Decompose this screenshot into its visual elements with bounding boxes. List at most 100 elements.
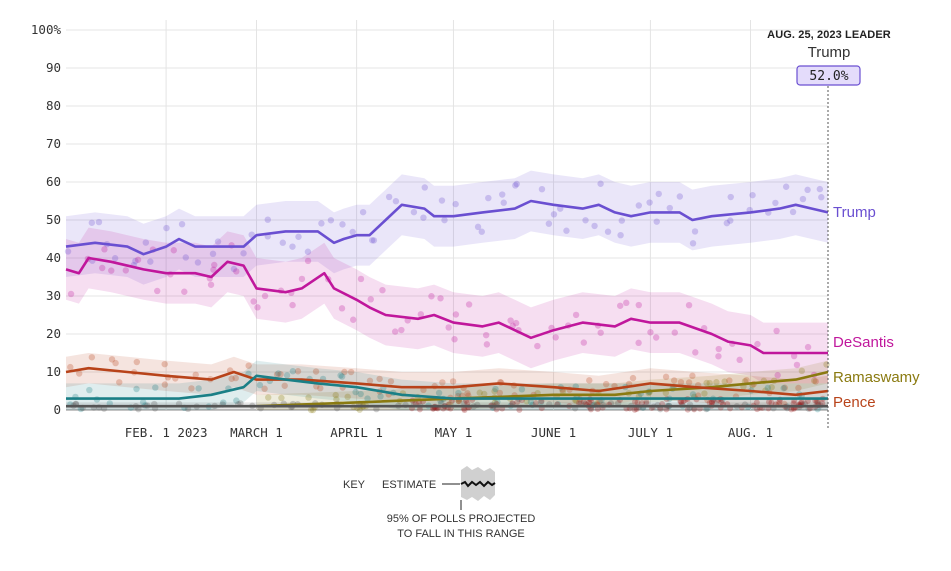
- poll-dot: [617, 231, 624, 239]
- poll-dot: [538, 185, 546, 193]
- poll-dot: [370, 237, 378, 244]
- poll-dot: [421, 184, 428, 191]
- poll-dot: [703, 379, 710, 387]
- poll-dot: [754, 340, 761, 348]
- poll-dot: [781, 384, 788, 391]
- poll-dot: [657, 405, 664, 413]
- band-trump: [66, 170, 828, 285]
- poll-dot: [283, 372, 291, 379]
- poll-dot: [357, 275, 365, 283]
- poll-dot: [289, 301, 296, 309]
- band-desantis: [66, 227, 828, 384]
- poll-dot: [112, 359, 119, 367]
- poll-dot: [509, 400, 516, 407]
- poll-dot: [182, 254, 190, 261]
- poll-dot: [604, 228, 612, 235]
- poll-dot: [647, 329, 654, 336]
- poll-dot: [823, 361, 830, 368]
- poll-dot: [736, 356, 743, 364]
- poll-dot: [309, 406, 317, 414]
- poll-dot: [518, 386, 526, 393]
- poll-dot: [496, 389, 503, 397]
- poll-dot: [678, 398, 685, 405]
- poll-dot: [713, 379, 720, 386]
- poll-dot: [133, 385, 140, 393]
- x-axis-ticks: FEB. 1 2023 MARCH 1 APRIL 1 MAY 1 JUNE 1 JULY…: [125, 425, 773, 440]
- poll-dot: [513, 180, 520, 188]
- poll-dot: [804, 186, 811, 194]
- poll-dot: [377, 393, 384, 400]
- poll-dot: [797, 400, 804, 407]
- y-tick-label: 60: [46, 174, 61, 189]
- confidence-bands: [66, 170, 828, 410]
- poll-dot: [452, 200, 459, 208]
- poll-dot: [161, 360, 168, 368]
- poll-dot: [559, 388, 567, 395]
- poll-dot: [359, 208, 367, 216]
- poll-dot: [618, 217, 626, 224]
- poll-dot: [367, 296, 374, 303]
- poll-dot: [631, 406, 638, 413]
- poll-dot: [491, 399, 499, 406]
- poll-dot: [337, 372, 344, 379]
- poll-dot: [163, 224, 170, 232]
- poll-dot: [135, 405, 142, 413]
- poll-dot: [154, 287, 161, 295]
- poll-dot: [312, 368, 320, 375]
- poll-dot: [552, 334, 559, 341]
- series-label-trump: Trump: [833, 204, 876, 221]
- poll-dot: [209, 250, 217, 258]
- poll-dot: [572, 311, 580, 319]
- poll-dot: [482, 331, 490, 339]
- poll-dot: [706, 400, 713, 407]
- series-labels: Trump DeSantis Ramaswamy Pence: [833, 204, 920, 411]
- poll-dot: [670, 377, 678, 384]
- poll-dot: [254, 304, 261, 311]
- poll-dot: [261, 385, 268, 392]
- poll-dot: [147, 258, 154, 265]
- poll-dot: [376, 375, 383, 383]
- y-tick-label: 10: [46, 364, 61, 379]
- poll-dot: [210, 266, 217, 273]
- poll-dot: [233, 397, 240, 404]
- poll-dot: [634, 399, 641, 406]
- poll-dot: [721, 378, 728, 385]
- poll-dot: [281, 382, 288, 389]
- x-tick-label: MAY 1: [435, 425, 473, 440]
- poll-dot: [464, 390, 471, 397]
- poll-dot: [435, 389, 443, 397]
- poll-dot: [133, 358, 141, 366]
- poll-dot: [685, 379, 693, 386]
- poll-dot: [122, 267, 130, 274]
- y-axis-ticks: 100% 90 80 70 60 50 40 30 20 10 0: [31, 22, 62, 417]
- poll-dot: [327, 217, 335, 224]
- poll-dot: [356, 406, 363, 413]
- poll-dot: [537, 398, 545, 406]
- poll-dot: [364, 395, 371, 402]
- poll-dot: [228, 375, 235, 382]
- poll-dot: [500, 199, 507, 206]
- poll-dot: [88, 354, 96, 361]
- poll-dot: [385, 193, 393, 201]
- poll-dot: [516, 406, 523, 413]
- poll-dot: [333, 396, 340, 403]
- y-tick-label: 70: [46, 136, 61, 151]
- poll-dot: [550, 211, 558, 218]
- key-range-text-1: 95% OF POLLS PROJECTED: [387, 513, 536, 525]
- poll-dot: [723, 219, 731, 227]
- poll-dot: [101, 246, 108, 253]
- poll-dot: [633, 406, 640, 413]
- x-tick-label: JUNE 1: [531, 425, 576, 440]
- poll-dot: [532, 400, 539, 407]
- poll-dot: [773, 327, 780, 335]
- poll-dot: [368, 237, 376, 244]
- poll-dot: [706, 379, 713, 387]
- poll-dot: [75, 370, 83, 377]
- x-tick-label: MARCH 1: [230, 425, 283, 440]
- poll-dot: [273, 371, 281, 378]
- poll-dot: [492, 385, 499, 393]
- poll-dot: [379, 286, 386, 294]
- poll-dot: [662, 373, 670, 381]
- poll-dot: [799, 195, 807, 203]
- poll-dot: [774, 372, 781, 379]
